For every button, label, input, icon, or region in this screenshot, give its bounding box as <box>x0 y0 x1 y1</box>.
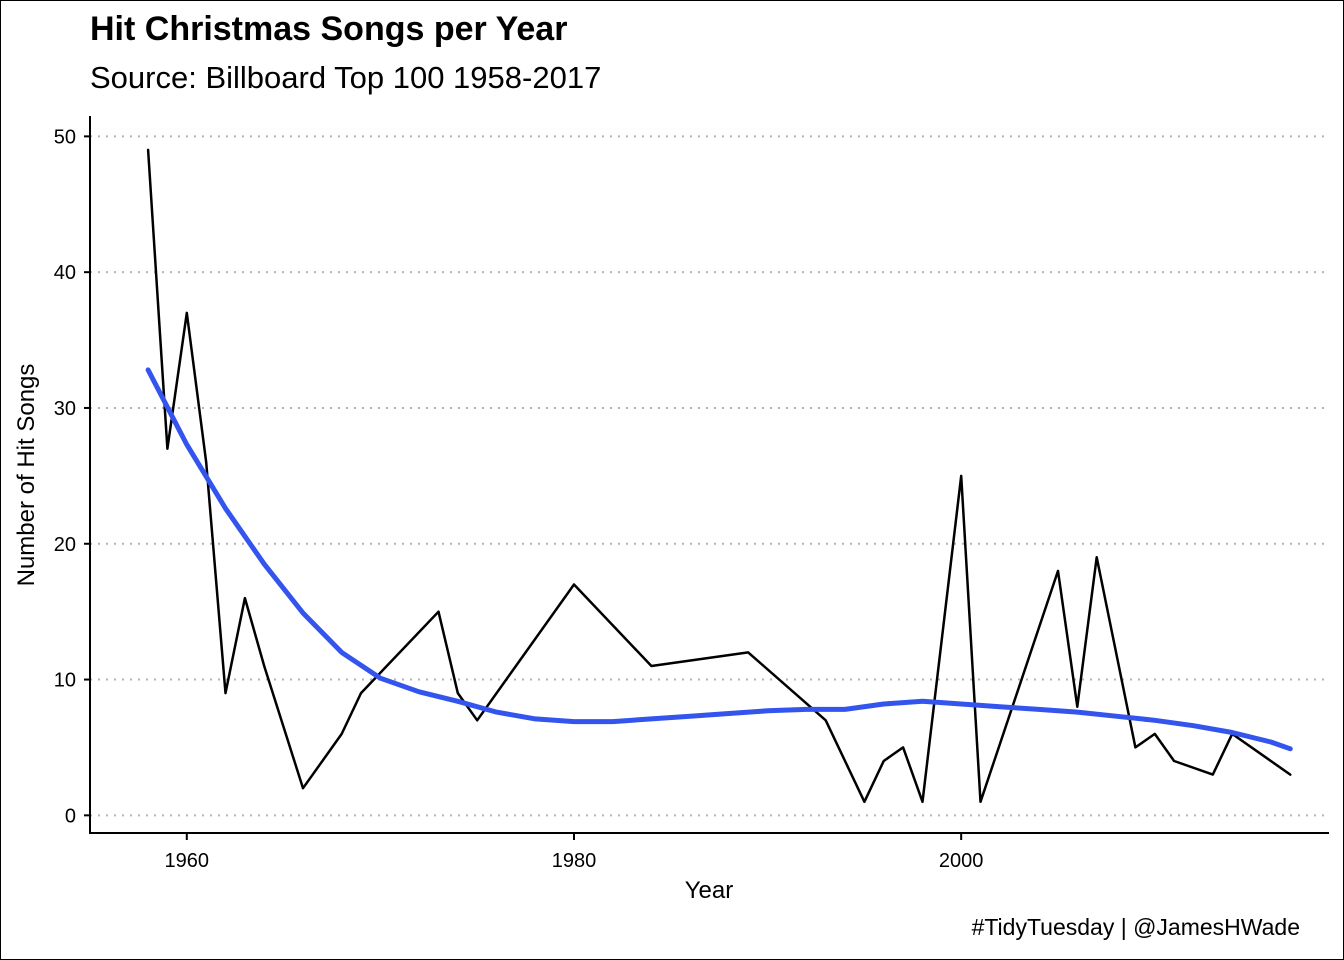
y-tick-label: 50 <box>54 126 76 148</box>
x-axis-title: Year <box>685 877 734 904</box>
y-tick-label: 10 <box>54 670 76 692</box>
series-lines <box>145 148 1293 804</box>
x-tick-label: 2000 <box>939 850 984 872</box>
y-tick-label: 0 <box>65 805 76 827</box>
y-tick-label: 20 <box>54 534 76 556</box>
series-line-songs <box>146 148 1292 804</box>
chart-title: Hit Christmas Songs per Year <box>90 10 568 48</box>
axes <box>89 116 1329 834</box>
chart-subtitle: Source: Billboard Top 100 1958-2017 <box>90 60 602 95</box>
y-axis-ticks: 0 10 20 30 40 50 <box>54 126 90 827</box>
y-axis-title: Number of Hit Songs <box>13 364 40 587</box>
series-line-smooth-trend <box>145 367 1293 752</box>
chart-caption: #TidyTuesday | @JamesHWade <box>971 914 1300 940</box>
y-tick-label: 40 <box>54 262 76 284</box>
x-axis-ticks: 1960 1980 2000 <box>165 833 984 872</box>
x-tick-label: 1980 <box>552 850 597 872</box>
x-tick-label: 1960 <box>165 850 210 872</box>
y-tick-label: 30 <box>54 398 76 420</box>
